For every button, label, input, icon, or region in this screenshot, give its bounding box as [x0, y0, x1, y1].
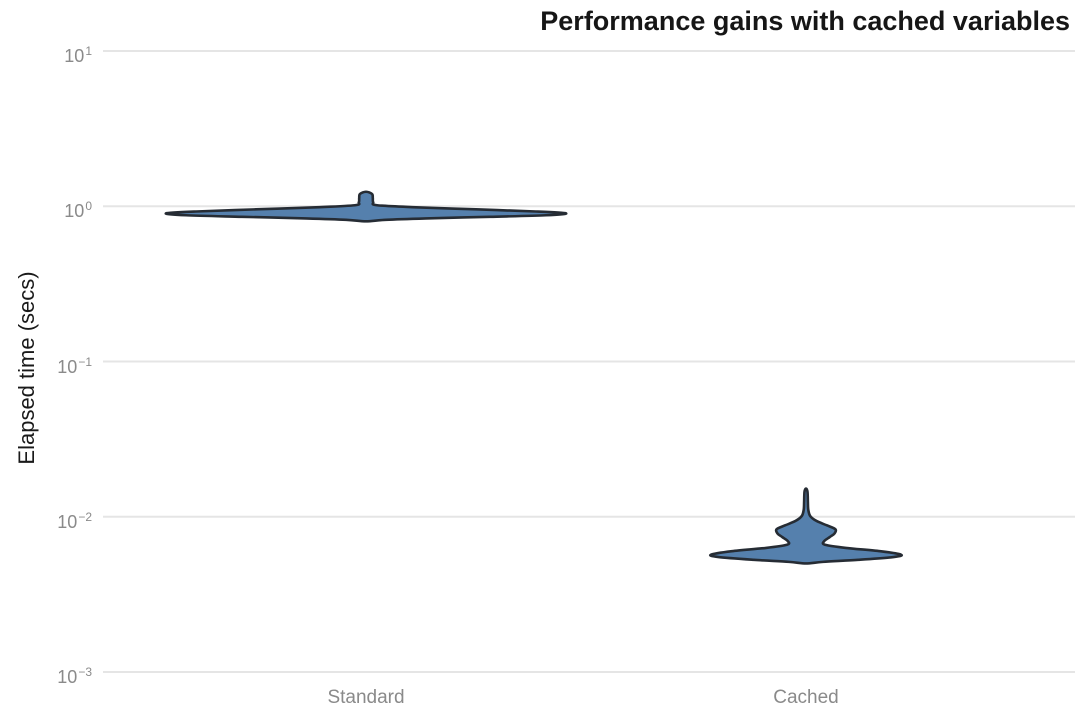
violin-cached: [708, 487, 904, 565]
chart-title: Performance gains with cached variables: [540, 6, 1070, 36]
violin-standard: [164, 190, 568, 223]
x-tick-label-cached: Cached: [773, 687, 839, 708]
y-tick-label-10e1: 101: [64, 44, 92, 66]
y-tick-label-10e-1: 10−1: [57, 354, 92, 377]
x-tick-label-standard: Standard: [327, 687, 405, 708]
y-tick-label-10e0: 100: [64, 199, 92, 222]
y-tick-label-10e-3: 10−3: [57, 665, 92, 687]
y-tick-label-10e-2: 10−2: [57, 509, 92, 532]
